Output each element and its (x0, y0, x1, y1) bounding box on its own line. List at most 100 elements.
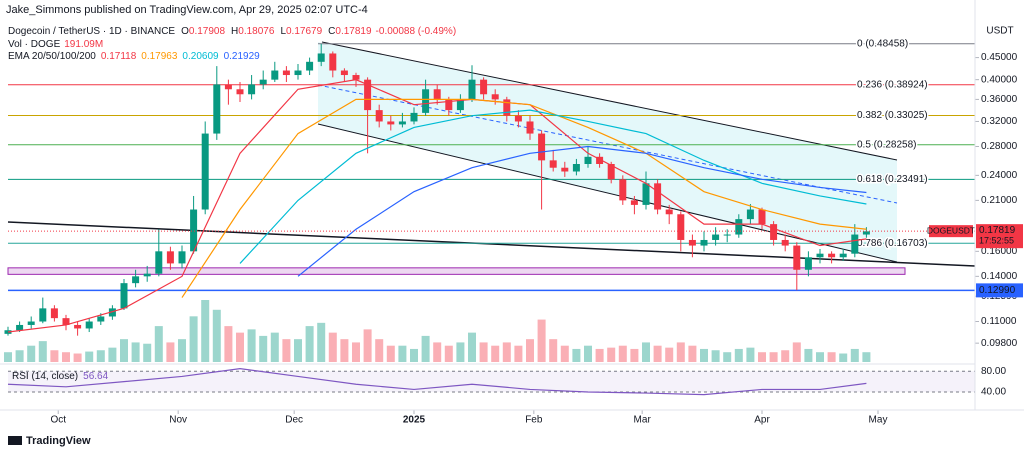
fib-label: 0.786 (0.16703) (857, 238, 928, 249)
volume-bar (746, 347, 755, 362)
candle-body (619, 179, 627, 201)
volume-bar (340, 339, 349, 362)
candle-body (503, 99, 511, 116)
candle-body (398, 121, 406, 125)
candle-body (108, 308, 116, 317)
trend-line (7, 221, 976, 267)
volume-bar (4, 352, 12, 362)
x-tick-label: 2025 (403, 415, 426, 426)
candle-body (804, 257, 812, 270)
y-tick-label: 0.16000 (981, 246, 1018, 257)
byline: Jake_Simmons published on TradingView.co… (6, 4, 368, 16)
volume-bar (618, 345, 627, 362)
candle-body (480, 79, 488, 95)
candle-body (445, 99, 453, 111)
candle-body (630, 200, 638, 205)
y-tick-label: 0.28000 (981, 141, 1018, 152)
candle-body (62, 318, 70, 325)
volume-bar (839, 353, 848, 362)
candle-body (97, 316, 105, 322)
channel-lower (317, 123, 898, 263)
candle-body (143, 273, 151, 277)
y-tick-label: 0.32000 (981, 116, 1018, 127)
volume-bar (189, 316, 198, 362)
candle-body (723, 234, 731, 236)
y-tick-label: 0.14000 (981, 271, 1018, 282)
candle-body (677, 214, 685, 240)
candle-body (120, 283, 128, 309)
ema-value: 0.17963 (141, 51, 178, 62)
volume-bar (270, 332, 279, 362)
candle-body (39, 308, 47, 322)
volume-bar (259, 335, 268, 362)
candle-body (178, 251, 186, 264)
candle-body (793, 245, 801, 270)
volume-bar (38, 341, 47, 362)
volume-value: 191.09M (64, 39, 103, 50)
ema-value: 0.17118 (101, 51, 137, 62)
logo (8, 436, 22, 445)
candle-body (16, 324, 24, 331)
volume-bar (700, 348, 708, 362)
volume-bar (479, 342, 488, 362)
volume-bar (120, 339, 128, 362)
volume-bar (96, 350, 105, 362)
symbol-tag-label: DOGEUSDT (927, 225, 975, 235)
volume-bar (50, 350, 59, 362)
candle-body (456, 99, 464, 111)
volume-bar (27, 345, 36, 362)
volume-bar (711, 350, 720, 362)
volume-bar (224, 326, 233, 362)
volume-bar (236, 332, 244, 362)
ema-value: 0.20609 (182, 51, 219, 62)
volume-bar (595, 348, 604, 362)
candle-body (213, 84, 221, 134)
candle-body (306, 61, 314, 71)
currency: USDT (986, 26, 1013, 37)
candle-body (642, 183, 650, 205)
volume-bar (398, 345, 407, 362)
zone (7, 267, 906, 275)
brand: TradingView (8, 435, 91, 447)
fib-label: 0.382 (0.33025) (857, 110, 928, 121)
volume-bar (804, 348, 813, 362)
plot: 0 (0.48458) 0.236 (0.38924) 0.382 (0.33025… (4, 37, 1023, 426)
x-tick-label: Mar (634, 415, 652, 426)
countdown: 17:52:55 (979, 236, 1014, 246)
volume-bar (363, 329, 372, 362)
rsi-tick-label: 40.00 (981, 387, 1006, 398)
volume-bar (201, 300, 210, 362)
candle-body (654, 183, 662, 210)
volume-bar (769, 352, 778, 362)
ema-line (181, 98, 867, 298)
fib-label: 0.618 (0.23491) (857, 174, 928, 185)
candle-body (27, 321, 35, 325)
ohlc-value: 0.18076 (238, 26, 275, 37)
volume-bar (178, 339, 186, 362)
volume-bar (850, 348, 859, 362)
volume-bar (734, 348, 743, 362)
candle-body (828, 253, 836, 258)
volume-bar (352, 342, 360, 362)
volume-bar (653, 345, 662, 362)
volume-bar (328, 332, 337, 362)
y-tick-label: 0.21000 (981, 195, 1018, 206)
channel-upper (321, 41, 898, 161)
candle-body (364, 79, 372, 111)
candle-body (538, 133, 546, 161)
candle-body (224, 84, 232, 90)
volume-bar (154, 326, 163, 362)
symbol: Dogecoin / TetherUS · 1D · BINANCE (8, 26, 175, 37)
candle-body (746, 209, 754, 220)
ema-label: EMA 20/50/100/200 (8, 51, 96, 62)
y-tick-label: 0.40000 (981, 74, 1018, 85)
candle-body (4, 330, 12, 334)
volume-bar (526, 339, 534, 362)
candle-body (468, 79, 476, 100)
rsi-tick-label: 80.00 (981, 366, 1006, 377)
volume-bar (723, 352, 732, 362)
volume-bar (410, 348, 418, 362)
candle-body (735, 219, 743, 235)
fib-label: 0.5 (0.28258) (857, 139, 917, 150)
